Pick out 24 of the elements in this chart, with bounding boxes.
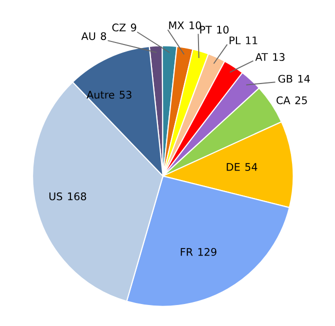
data-label: 25: [295, 96, 307, 104]
slice-label: PL: [230, 36, 241, 44]
data-label: 168: [68, 192, 86, 200]
data-label: 54: [245, 163, 258, 171]
slice-label: AT: [255, 53, 268, 61]
slice-label: GB: [278, 74, 292, 83]
slice-label: DE: [226, 163, 240, 171]
slice-label: AU: [81, 32, 96, 40]
slice-label: PT: [200, 26, 212, 34]
data-label: 11: [246, 36, 258, 44]
data-label: 10: [190, 21, 202, 30]
slice-label: FR: [180, 248, 193, 256]
slice-label: MX: [169, 22, 184, 30]
data-label: 8: [100, 32, 106, 40]
data-label: 10: [217, 26, 229, 34]
slice-label: US: [49, 192, 62, 200]
data-label: 14: [298, 74, 310, 83]
data-label: 53: [120, 90, 132, 99]
data-label: 9: [130, 24, 136, 32]
data-label: 13: [273, 53, 284, 61]
slice-label: Autre: [86, 90, 114, 99]
data-label: 129: [198, 248, 216, 256]
slice-label: CA: [276, 96, 290, 104]
slice-label: CZ: [112, 24, 126, 32]
